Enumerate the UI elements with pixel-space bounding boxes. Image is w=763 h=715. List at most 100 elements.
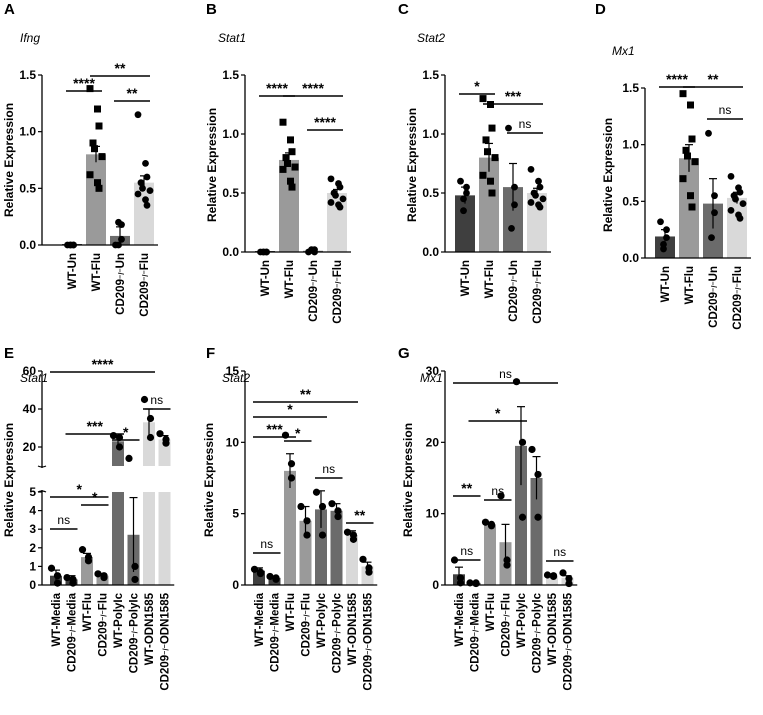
y-tick-label: 0.5 <box>622 194 639 208</box>
x-tick-label-part: ⁻/⁻ <box>141 270 150 281</box>
x-tick-label-part: ⁻/⁻ <box>310 275 319 286</box>
x-tick-label-part: CD209 <box>708 292 720 328</box>
data-point <box>327 175 335 183</box>
data-point <box>143 201 151 209</box>
data-point <box>332 191 339 199</box>
bar <box>279 159 299 252</box>
bar <box>112 492 124 585</box>
y-tick-label: 60 <box>23 364 37 378</box>
x-tick-label-part: ⁻/⁻ <box>365 644 374 655</box>
y-tick-label: 1.5 <box>19 68 36 82</box>
y-tick-label: 10 <box>226 435 240 449</box>
y-tick-label: 0.0 <box>622 251 639 265</box>
x-tick-label-part: CD209 <box>129 638 141 674</box>
x-tick-label-part: ⁻/⁻ <box>472 626 481 637</box>
x-tick-label: WT-PolyIc <box>516 592 528 648</box>
data-point <box>162 439 170 447</box>
y-tick-label: 10 <box>426 507 440 521</box>
x-tick-label: WT-Flu <box>485 593 497 631</box>
bar <box>703 203 723 258</box>
x-tick-label: WT-Flu <box>684 266 696 304</box>
significance-label: ns <box>260 537 273 551</box>
bar <box>315 509 327 585</box>
bar <box>530 478 543 585</box>
data-point <box>272 575 280 583</box>
significance-label: ns <box>719 103 732 117</box>
data-point <box>291 163 299 171</box>
x-tick-label: WT-Flu <box>82 593 94 631</box>
gene-title: Mx1 <box>420 371 443 385</box>
significance-label: * <box>92 489 98 505</box>
x-tick-label-part: CD209 <box>270 636 282 672</box>
significance-label: ** <box>115 60 126 76</box>
data-point <box>343 528 352 536</box>
x-tick-label-part: WT-Flu <box>684 266 696 304</box>
data-point <box>479 171 487 179</box>
data-point <box>679 90 687 98</box>
data-point <box>100 573 108 582</box>
x-tick-label-part: CD209 <box>332 638 344 674</box>
x-tick-label: CD209⁻/⁻PolyIc <box>532 592 544 673</box>
data-point <box>336 183 344 191</box>
data-point <box>739 200 747 208</box>
x-tick-label: WT-ODN1585 <box>347 592 359 665</box>
data-point <box>481 518 490 526</box>
data-point <box>503 561 511 569</box>
x-tick-label: WT-Flu <box>91 253 103 291</box>
data-point <box>297 502 305 511</box>
data-point <box>287 177 294 185</box>
bar <box>134 182 154 245</box>
x-tick-label: WT-Flu <box>285 593 297 631</box>
data-point <box>94 105 101 113</box>
panel-label: G <box>398 345 410 362</box>
data-point <box>518 513 527 521</box>
data-point <box>115 218 122 226</box>
x-tick-label-part: CD209 <box>363 655 375 691</box>
x-tick-label-part: WT-Un <box>460 260 472 296</box>
panel-label: B <box>206 1 217 18</box>
x-tick-label: WT-PolyIc <box>113 592 125 648</box>
x-tick-label: CD209⁻/⁻PolyIc <box>129 592 141 673</box>
x-tick-label: CD209⁻/⁻PolyIc <box>332 592 344 673</box>
y-axis-label: Relative Expression <box>401 423 415 537</box>
data-point <box>711 209 718 217</box>
x-tick-label-part: CD209 <box>508 286 520 322</box>
x-tick-label: CD209⁻/⁻Media <box>270 592 282 672</box>
data-point <box>539 195 547 203</box>
x-tick-label-part: WT-Media <box>254 592 266 646</box>
significance-label: ** <box>461 480 472 496</box>
data-point <box>657 218 664 226</box>
data-point <box>732 195 739 203</box>
data-point <box>543 571 552 579</box>
x-tick-label-part: WT-Flu <box>284 260 296 298</box>
x-tick-label-part: WT-Flu <box>484 260 496 298</box>
gene-title: Stat2 <box>417 31 445 45</box>
data-point <box>565 579 573 588</box>
data-point <box>549 572 558 581</box>
x-tick-label-part: CD209 <box>732 294 744 330</box>
data-point <box>736 214 744 222</box>
x-tick-label-part: Flu <box>139 253 151 270</box>
x-tick-label: CD209⁻/⁻ODN1585 <box>363 592 375 690</box>
data-point <box>334 512 342 521</box>
significance-label: **** <box>92 356 114 372</box>
significance-label: ns <box>499 367 512 381</box>
x-tick-label-part: ⁻/⁻ <box>503 610 512 621</box>
data-point <box>534 513 542 521</box>
data-point <box>511 183 518 191</box>
y-tick-label: 0 <box>232 578 239 592</box>
data-point <box>139 184 146 192</box>
x-tick-label-part: WT-Un <box>260 260 272 296</box>
x-tick-label: CD209⁻/⁻Un <box>115 253 127 315</box>
data-point <box>303 531 311 539</box>
y-tick-label: 1.0 <box>19 125 36 139</box>
data-point <box>328 500 336 508</box>
x-tick-label-part: CD209 <box>67 636 79 672</box>
data-point <box>534 470 542 479</box>
significance-label: ns <box>460 544 473 558</box>
data-point <box>89 139 97 147</box>
data-point <box>137 179 145 187</box>
data-point <box>460 207 467 215</box>
data-point <box>98 153 106 161</box>
y-axis-label: Relative Expression <box>202 423 216 537</box>
